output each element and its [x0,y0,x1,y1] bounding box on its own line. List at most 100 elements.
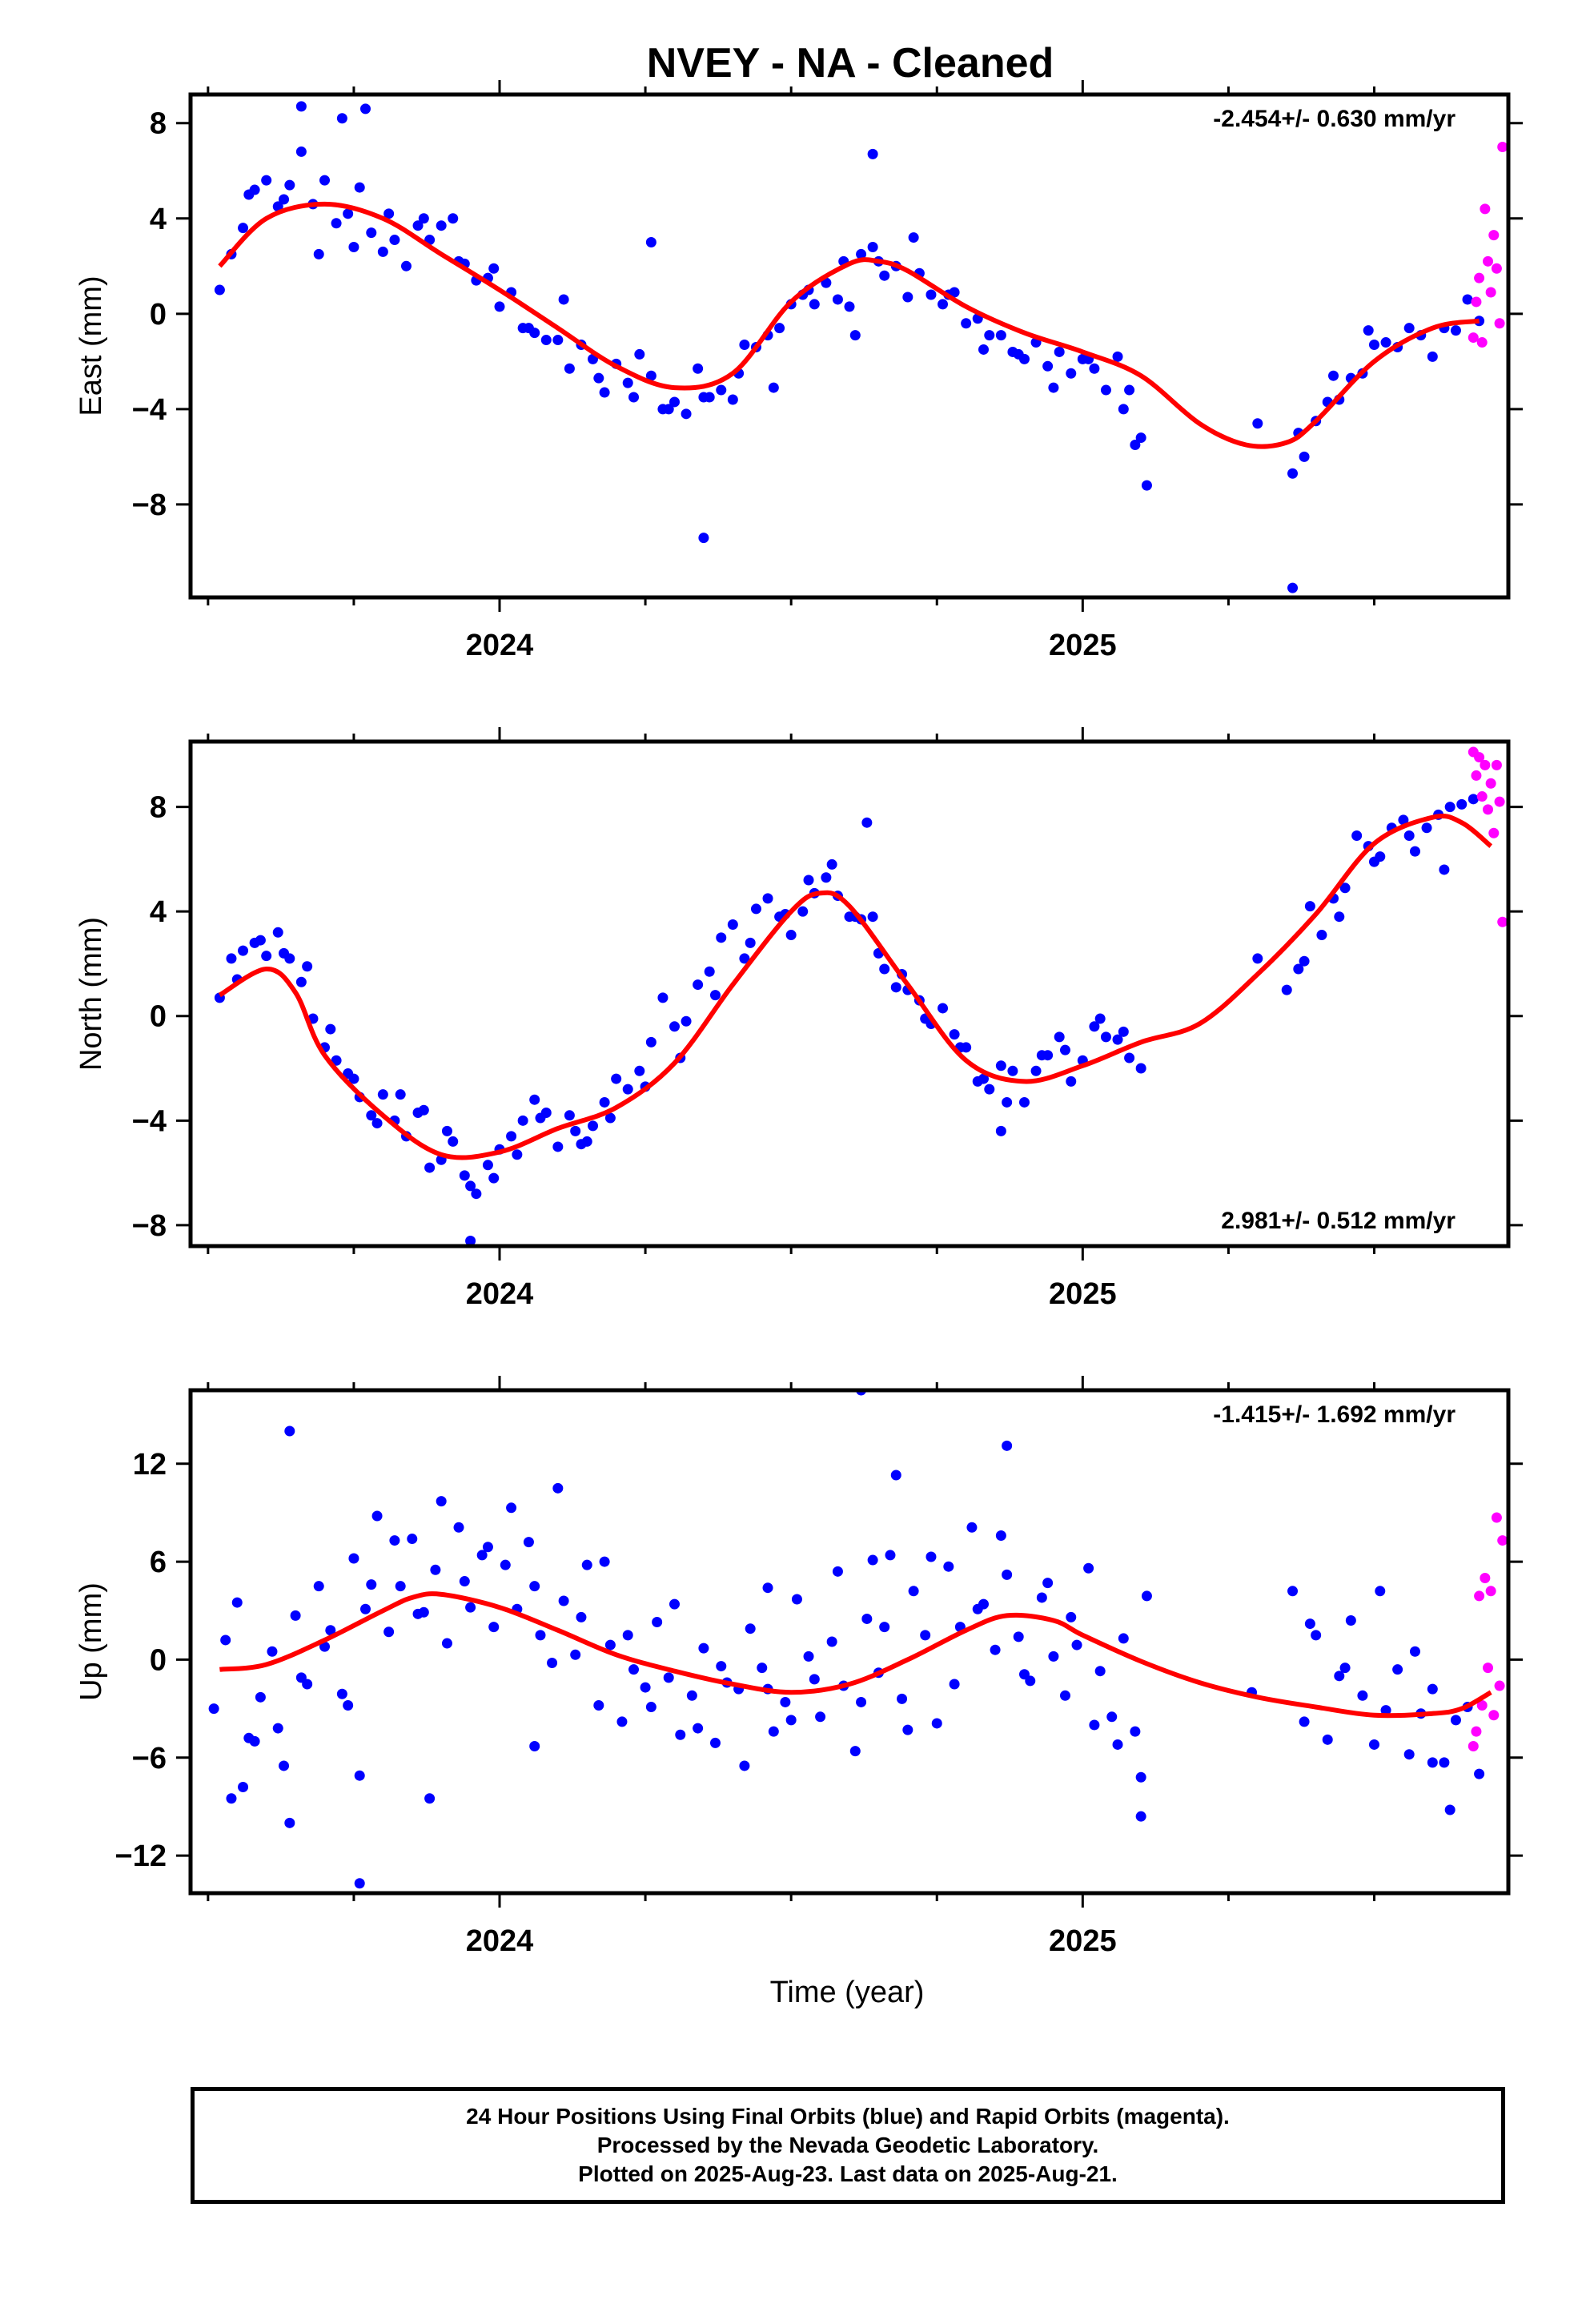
north-final-point [272,927,283,938]
north-final-point [488,1172,500,1184]
north-final-point [1059,1044,1070,1055]
east-plot-frame [188,92,1511,600]
east-final-point [1328,370,1339,381]
up-final-point [1002,1440,1013,1451]
north-final-point [465,1235,476,1246]
up-final-point [343,1700,354,1711]
north-final-point [1118,1026,1129,1037]
north-final-point [1100,1031,1111,1043]
up-final-point [453,1522,464,1533]
up-ytick-label: 12 [133,1448,167,1482]
east-final-point [238,223,249,234]
north-final-point [762,893,773,904]
up-final-point [389,1535,400,1546]
east-final-point [844,301,855,312]
up-final-point [1083,1562,1094,1574]
up-final-point [803,1651,814,1662]
north-final-point [984,1084,995,1095]
up-final-point [523,1537,534,1548]
north-final-point [1316,930,1327,941]
east-final-point [1363,325,1374,336]
up-final-point [757,1663,768,1674]
east-final-point [448,213,459,224]
north-final-point [622,1084,633,1095]
up-final-point [1392,1664,1403,1675]
up-final-point [284,1817,295,1828]
north-final-point [785,930,797,941]
up-final-point [791,1594,802,1605]
up-final-point [581,1559,592,1570]
north-rapid-point [1474,752,1485,763]
east-final-point [1048,382,1059,393]
north-final-point [1444,802,1456,813]
east-final-point [214,284,225,296]
east-final-point [926,289,937,300]
east-final-point [849,330,861,341]
up-final-point [238,1781,249,1792]
north-final-point [797,906,809,917]
east-final-point [348,241,359,252]
east-rapid-point [1488,230,1500,241]
east-final-point [1100,384,1111,396]
north-final-point [1281,984,1292,995]
up-final-point [1311,1630,1322,1641]
north-rate-label: 2.981+/- 0.512 mm/yr [1221,1208,1456,1234]
north-final-point [745,937,756,948]
up-final-point [1094,1666,1106,1677]
north-rapid-point [1491,759,1502,770]
north-final-point [1054,1031,1065,1043]
north-final-point [716,932,727,943]
east-final-point [343,208,354,219]
up-final-point [1444,1804,1456,1815]
up-final-point [1439,1757,1450,1768]
up-final-point [616,1716,628,1727]
up-final-point [1013,1631,1024,1642]
up-final-point [371,1510,383,1522]
north-final-point [1094,1013,1106,1024]
north-xtick-label: 2025 [1049,1277,1117,1311]
footer-box: 24 Hour Positions Using Final Orbits (bl… [191,2087,1505,2204]
up-final-point [709,1737,721,1748]
footer-line-processed: Processed by the Nevada Geodetic Laborat… [596,2133,1099,2157]
east-final-point [867,148,878,159]
north-final-point [1468,794,1479,805]
east-rapid-point [1476,337,1488,348]
north-final-point [331,1055,342,1066]
up-final-point [745,1623,756,1634]
up-final-point [1042,1578,1054,1589]
east-final-point [628,392,640,403]
east-final-point [354,182,365,193]
east-final-point [243,189,255,200]
north-final-point [1439,864,1450,875]
east-final-point [693,363,704,374]
up-final-point [1112,1739,1123,1750]
north-final-point [1398,814,1409,826]
east-final-point [1042,360,1054,372]
east-final-point [1130,440,1141,451]
up-final-point [931,1718,942,1729]
up-final-point [762,1582,773,1594]
east-final-point [1118,404,1129,415]
up-final-point [295,1672,307,1683]
east-final-point [331,218,342,229]
north-final-point [482,1160,493,1171]
north-rapid-point [1480,759,1491,770]
up-ytick-label: −6 [132,1742,167,1775]
north-final-point [255,935,266,946]
east-final-point [1054,346,1065,357]
east-final-point [1368,340,1379,351]
north-ytick-label: −4 [132,1104,167,1138]
east-final-point [400,260,412,271]
up-final-point [645,1702,656,1713]
east-final-point [1124,384,1135,396]
east-ytick-label: −4 [132,393,167,427]
east-final-point [681,408,692,420]
east-final-point [261,175,272,186]
north-rapid-point [1483,804,1494,815]
north-final-point [1339,883,1351,894]
up-rapid-point [1476,1700,1488,1711]
north-final-point [377,1089,388,1100]
east-final-point [336,113,347,124]
north-rapid-point [1471,770,1482,781]
east-final-point [984,330,995,341]
